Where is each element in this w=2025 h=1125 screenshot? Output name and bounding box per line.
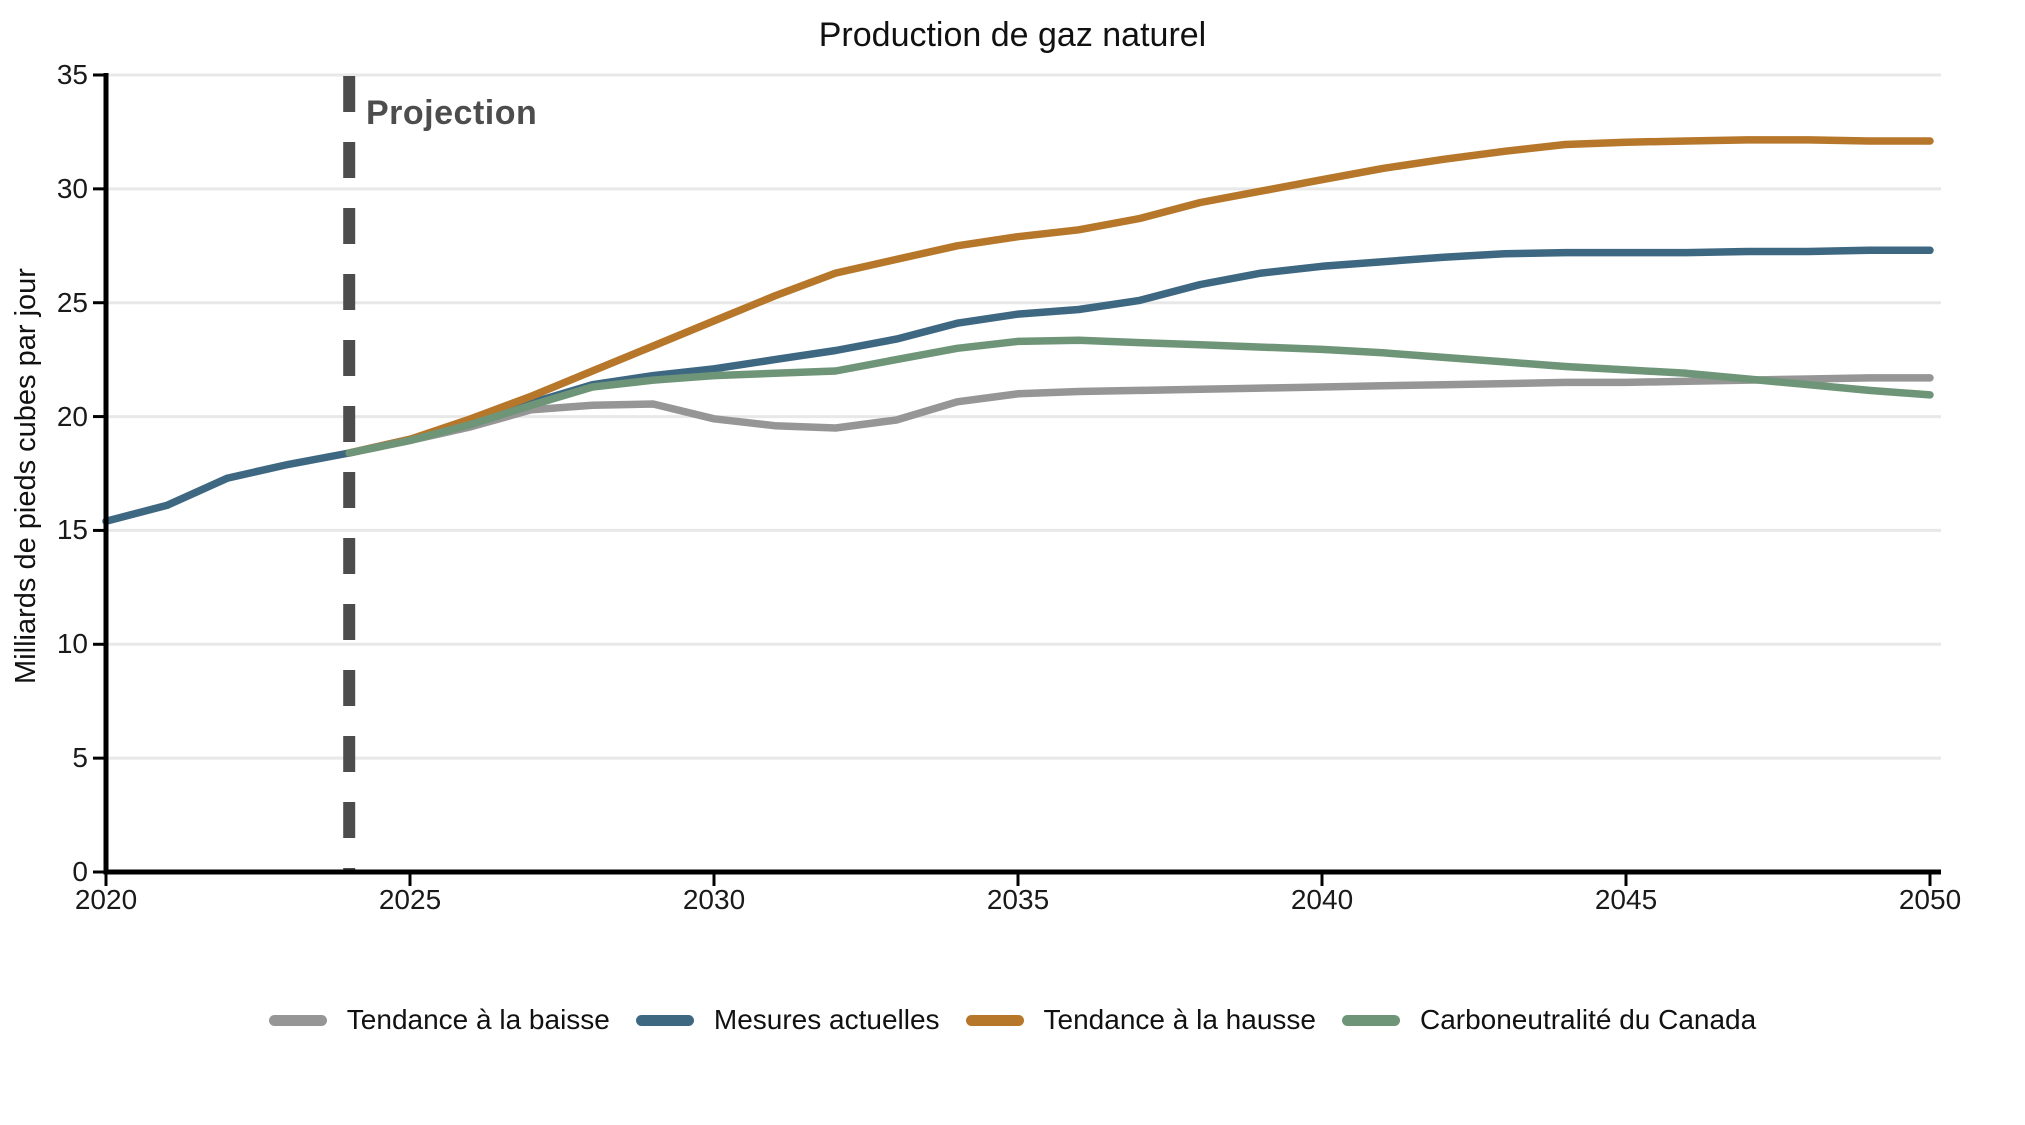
legend-label: Tendance à la hausse xyxy=(1043,1004,1316,1035)
series-line xyxy=(102,246,1934,526)
y-tick-label: 5 xyxy=(72,742,88,774)
x-tick-label: 2025 xyxy=(378,884,442,915)
x-tick-label: 2050 xyxy=(1898,884,1962,915)
x-tick-label: 2035 xyxy=(986,884,1050,915)
legend-item: Tendance à la hausse xyxy=(965,1004,1316,1036)
series-line xyxy=(345,136,1934,457)
chart-title: Production de gaz naturel xyxy=(818,16,1207,54)
legend-label: Tendance à la baisse xyxy=(346,1004,610,1035)
legend: Tendance à la baisse Mesures actuelles Ten… xyxy=(0,1004,2025,1036)
legend-swatch xyxy=(635,1014,694,1026)
legend-item: Tendance à la baisse xyxy=(268,1004,610,1036)
x-tick-label: 2020 xyxy=(74,884,138,915)
y-tick-label: 10 xyxy=(56,628,88,660)
projection-label: Projection xyxy=(366,94,538,132)
legend-swatch xyxy=(965,1014,1024,1026)
y-tick-label: 30 xyxy=(56,172,88,204)
x-tick-label: 2040 xyxy=(1290,884,1354,915)
y-tick-label: 15 xyxy=(56,514,88,546)
legend-swatch xyxy=(268,1014,327,1026)
y-tick-label: 35 xyxy=(56,59,88,90)
x-tick-label: 2030 xyxy=(682,884,746,915)
series-line xyxy=(345,374,1934,457)
series-line xyxy=(345,336,1934,457)
y-tick-label: 20 xyxy=(56,400,88,432)
y-tick-label: 0 xyxy=(72,856,88,887)
legend-item: Mesures actuelles xyxy=(635,1004,940,1036)
legend-label: Carboneutralité du Canada xyxy=(1419,1004,1757,1035)
legend-label: Mesures actuelles xyxy=(713,1004,940,1035)
legend-item: Carboneutralité du Canada xyxy=(1341,1004,1757,1036)
y-tick-label: 25 xyxy=(56,286,88,318)
legend-swatch xyxy=(1341,1014,1400,1026)
x-tick-label: 2045 xyxy=(1594,884,1658,915)
